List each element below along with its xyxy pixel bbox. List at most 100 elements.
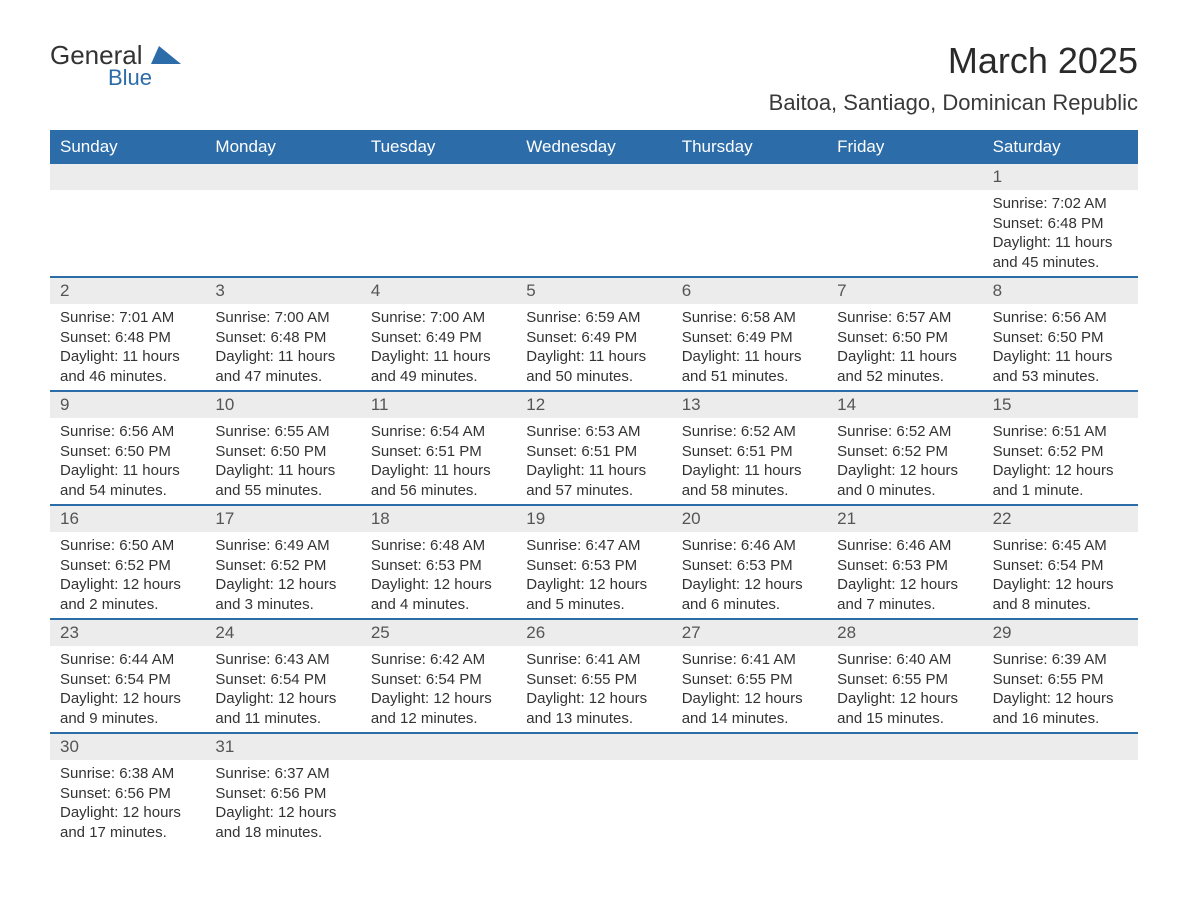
- sunset-text: Sunset: 6:52 PM: [993, 442, 1128, 462]
- day-number: [672, 734, 827, 760]
- day-cell: [672, 190, 827, 276]
- day-cell: [361, 190, 516, 276]
- day-number: [205, 164, 360, 190]
- daylight-text: Daylight: 12 hours and 0 minutes.: [837, 461, 972, 500]
- sunrise-text: Sunrise: 6:54 AM: [371, 422, 506, 442]
- day-number: [516, 164, 671, 190]
- day-number: 27: [672, 620, 827, 646]
- sunset-text: Sunset: 6:52 PM: [215, 556, 350, 576]
- day-cell: Sunrise: 6:49 AMSunset: 6:52 PMDaylight:…: [205, 532, 360, 618]
- daydata-row: Sunrise: 7:02 AMSunset: 6:48 PMDaylight:…: [50, 190, 1138, 276]
- daylight-text: Daylight: 12 hours and 2 minutes.: [60, 575, 195, 614]
- day-number: [361, 164, 516, 190]
- day-cell: [205, 190, 360, 276]
- sunrise-text: Sunrise: 7:02 AM: [993, 194, 1128, 214]
- day-number: [827, 164, 982, 190]
- daylight-text: Daylight: 12 hours and 8 minutes.: [993, 575, 1128, 614]
- sunset-text: Sunset: 6:53 PM: [682, 556, 817, 576]
- sunset-text: Sunset: 6:53 PM: [371, 556, 506, 576]
- weekday-header: Sunday: [50, 130, 205, 164]
- day-number: 31: [205, 734, 360, 760]
- daylight-text: Daylight: 12 hours and 5 minutes.: [526, 575, 661, 614]
- sunset-text: Sunset: 6:49 PM: [682, 328, 817, 348]
- sunset-text: Sunset: 6:51 PM: [682, 442, 817, 462]
- daydata-row: Sunrise: 6:50 AMSunset: 6:52 PMDaylight:…: [50, 532, 1138, 618]
- day-cell: [361, 760, 516, 846]
- sunrise-text: Sunrise: 6:50 AM: [60, 536, 195, 556]
- day-number: 7: [827, 278, 982, 304]
- daylight-text: Daylight: 12 hours and 12 minutes.: [371, 689, 506, 728]
- daylight-text: Daylight: 12 hours and 1 minute.: [993, 461, 1128, 500]
- day-number: 1: [983, 164, 1138, 190]
- sunrise-text: Sunrise: 6:59 AM: [526, 308, 661, 328]
- day-cell: [827, 190, 982, 276]
- week-row: 1Sunrise: 7:02 AMSunset: 6:48 PMDaylight…: [50, 164, 1138, 276]
- daylight-text: Daylight: 12 hours and 13 minutes.: [526, 689, 661, 728]
- day-cell: Sunrise: 6:48 AMSunset: 6:53 PMDaylight:…: [361, 532, 516, 618]
- sunset-text: Sunset: 6:48 PM: [215, 328, 350, 348]
- day-number: 14: [827, 392, 982, 418]
- day-cell: Sunrise: 6:40 AMSunset: 6:55 PMDaylight:…: [827, 646, 982, 732]
- daylight-text: Daylight: 11 hours and 45 minutes.: [993, 233, 1128, 272]
- logo: General Blue: [50, 40, 181, 91]
- day-number: [361, 734, 516, 760]
- day-cell: Sunrise: 6:50 AMSunset: 6:52 PMDaylight:…: [50, 532, 205, 618]
- day-cell: Sunrise: 6:58 AMSunset: 6:49 PMDaylight:…: [672, 304, 827, 390]
- daylight-text: Daylight: 12 hours and 11 minutes.: [215, 689, 350, 728]
- day-cell: Sunrise: 6:54 AMSunset: 6:51 PMDaylight:…: [361, 418, 516, 504]
- sunrise-text: Sunrise: 6:46 AM: [837, 536, 972, 556]
- sunset-text: Sunset: 6:53 PM: [837, 556, 972, 576]
- day-cell: Sunrise: 6:56 AMSunset: 6:50 PMDaylight:…: [50, 418, 205, 504]
- day-number: 8: [983, 278, 1138, 304]
- day-number: [827, 734, 982, 760]
- day-number: 12: [516, 392, 671, 418]
- daylight-text: Daylight: 11 hours and 54 minutes.: [60, 461, 195, 500]
- day-cell: Sunrise: 6:56 AMSunset: 6:50 PMDaylight:…: [983, 304, 1138, 390]
- sunset-text: Sunset: 6:55 PM: [526, 670, 661, 690]
- day-cell: Sunrise: 6:47 AMSunset: 6:53 PMDaylight:…: [516, 532, 671, 618]
- day-number: 29: [983, 620, 1138, 646]
- daylight-text: Daylight: 12 hours and 3 minutes.: [215, 575, 350, 614]
- sunrise-text: Sunrise: 6:52 AM: [682, 422, 817, 442]
- daynum-band: 9101112131415: [50, 392, 1138, 418]
- daylight-text: Daylight: 11 hours and 56 minutes.: [371, 461, 506, 500]
- day-cell: Sunrise: 7:02 AMSunset: 6:48 PMDaylight:…: [983, 190, 1138, 276]
- sunset-text: Sunset: 6:48 PM: [993, 214, 1128, 234]
- day-number: 17: [205, 506, 360, 532]
- day-cell: Sunrise: 6:43 AMSunset: 6:54 PMDaylight:…: [205, 646, 360, 732]
- day-cell: [516, 190, 671, 276]
- sunrise-text: Sunrise: 7:00 AM: [371, 308, 506, 328]
- weekday-header: Saturday: [983, 130, 1138, 164]
- sunset-text: Sunset: 6:54 PM: [215, 670, 350, 690]
- daynum-band: 1: [50, 164, 1138, 190]
- sunrise-text: Sunrise: 6:56 AM: [60, 422, 195, 442]
- daylight-text: Daylight: 11 hours and 46 minutes.: [60, 347, 195, 386]
- daydata-row: Sunrise: 6:44 AMSunset: 6:54 PMDaylight:…: [50, 646, 1138, 732]
- daylight-text: Daylight: 12 hours and 17 minutes.: [60, 803, 195, 842]
- week-row: 16171819202122Sunrise: 6:50 AMSunset: 6:…: [50, 504, 1138, 618]
- sunrise-text: Sunrise: 6:58 AM: [682, 308, 817, 328]
- sunrise-text: Sunrise: 6:42 AM: [371, 650, 506, 670]
- daylight-text: Daylight: 12 hours and 9 minutes.: [60, 689, 195, 728]
- day-cell: Sunrise: 6:46 AMSunset: 6:53 PMDaylight:…: [672, 532, 827, 618]
- day-cell: Sunrise: 7:00 AMSunset: 6:49 PMDaylight:…: [361, 304, 516, 390]
- day-number: [516, 734, 671, 760]
- day-number: 4: [361, 278, 516, 304]
- day-number: 16: [50, 506, 205, 532]
- sunset-text: Sunset: 6:50 PM: [60, 442, 195, 462]
- day-cell: Sunrise: 6:55 AMSunset: 6:50 PMDaylight:…: [205, 418, 360, 504]
- day-number: 18: [361, 506, 516, 532]
- day-number: 22: [983, 506, 1138, 532]
- sunset-text: Sunset: 6:49 PM: [371, 328, 506, 348]
- weekday-header: Friday: [827, 130, 982, 164]
- daylight-text: Daylight: 11 hours and 49 minutes.: [371, 347, 506, 386]
- daylight-text: Daylight: 11 hours and 55 minutes.: [215, 461, 350, 500]
- day-number: 28: [827, 620, 982, 646]
- day-cell: [516, 760, 671, 846]
- week-row: 23242526272829Sunrise: 6:44 AMSunset: 6:…: [50, 618, 1138, 732]
- day-number: [983, 734, 1138, 760]
- calendar: Sunday Monday Tuesday Wednesday Thursday…: [50, 130, 1138, 846]
- day-number: 19: [516, 506, 671, 532]
- sunset-text: Sunset: 6:52 PM: [837, 442, 972, 462]
- sunset-text: Sunset: 6:56 PM: [60, 784, 195, 804]
